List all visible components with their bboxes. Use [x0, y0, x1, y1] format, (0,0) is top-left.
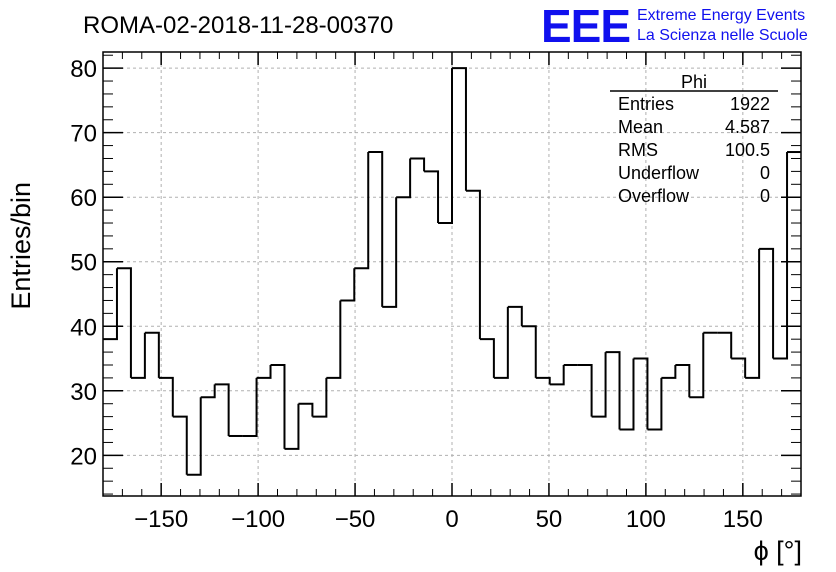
histogram-bin — [200, 384, 216, 399]
stats-box-name: Phi — [681, 72, 707, 92]
stats-mean-label: Mean — [618, 117, 663, 137]
y-tick-label: 70 — [70, 121, 97, 148]
y-tick-label: 80 — [70, 56, 97, 83]
histogram-bin — [130, 332, 146, 379]
tick-layer — [102, 52, 802, 496]
histogram-bin — [577, 363, 593, 417]
histogram-bin — [284, 403, 300, 450]
histogram-bin — [396, 158, 412, 199]
histogram-bin — [172, 415, 188, 475]
histogram-bin — [479, 338, 495, 378]
stats-overflow-value: 0 — [760, 186, 770, 206]
eee-logo: EEE Extreme Energy Events La Scienza nel… — [541, 0, 808, 52]
histogram-bin — [647, 377, 663, 431]
x-tick-label: 50 — [536, 506, 563, 533]
stats-underflow-label: Underflow — [618, 163, 700, 183]
histogram-bin — [256, 364, 272, 379]
histogram-bin — [689, 332, 705, 399]
histogram-bin — [493, 306, 509, 379]
x-tick-label: −100 — [231, 506, 285, 533]
histogram-bin — [717, 331, 733, 359]
stats-underflow-value: 0 — [760, 163, 770, 183]
stats-rms-label: RMS — [618, 140, 658, 160]
histogram-bin — [465, 189, 481, 340]
histogram-bin — [605, 351, 621, 430]
histogram-bin — [424, 170, 440, 224]
histogram-bin — [298, 402, 314, 417]
histogram-bin — [103, 268, 118, 341]
logo-line-1: Extreme Energy Events — [637, 7, 805, 24]
histogram-bin — [214, 383, 230, 436]
y-tick-label: 40 — [70, 314, 97, 341]
histogram-bin — [521, 325, 537, 378]
stats-entries-label: Entries — [618, 94, 674, 114]
histogram-bin — [438, 68, 453, 225]
histogram-bin — [619, 358, 635, 431]
x-tick-label: 0 — [445, 506, 458, 533]
histogram-bin — [661, 364, 677, 379]
chart-title: ROMA-02-2018-11-28-00370 — [83, 12, 393, 39]
x-tick-label: −150 — [134, 506, 188, 533]
histogram-bin — [270, 363, 286, 449]
y-axis-label: Entries/bin — [6, 182, 36, 310]
histogram-bin — [591, 352, 607, 418]
histogram-bin — [452, 67, 467, 191]
stats-mean-value: 4.587 — [725, 117, 770, 137]
histogram-bin — [326, 300, 342, 379]
histogram-bin — [158, 376, 174, 417]
x-tick-label: 150 — [723, 506, 763, 533]
x-axis-label: ϕ [°] — [754, 536, 802, 566]
histogram-bin — [116, 267, 132, 378]
y-tick-label: 30 — [70, 379, 97, 406]
histogram-bin — [549, 364, 565, 386]
histogram-bin — [759, 247, 775, 359]
histogram-bin — [186, 397, 202, 476]
logo-eee-text: EEE — [541, 0, 630, 52]
histogram-bin — [312, 377, 328, 418]
x-tick-label: −50 — [335, 506, 376, 533]
histogram-bin — [340, 268, 356, 302]
histogram-bin — [368, 151, 384, 307]
y-tick-label: 20 — [70, 443, 97, 470]
histogram-bin — [633, 357, 649, 430]
logo-line-2: La Scienza nelle Scuole — [637, 27, 808, 44]
y-tick-label: 60 — [70, 185, 97, 212]
histogram-bin — [144, 331, 160, 378]
x-tick-label: 100 — [626, 506, 666, 533]
histogram-layer — [103, 67, 801, 476]
tick-label-layer: −150 −100 −50 0 50 100 150 20 30 40 50 60 70 80 — [70, 56, 763, 533]
histogram-bin — [410, 157, 426, 172]
histogram-bin — [535, 376, 551, 385]
histogram-bin — [745, 248, 761, 379]
histogram-bin — [507, 305, 523, 327]
histogram-bin — [731, 357, 747, 378]
stats-rms-value: 100.5 — [725, 140, 770, 160]
stats-entries-value: 1922 — [730, 94, 770, 114]
y-tick-label: 50 — [70, 250, 97, 277]
histogram-bin — [675, 363, 691, 398]
stats-overflow-label: Overflow — [618, 186, 690, 206]
histogram-bin — [354, 152, 370, 270]
stats-box: Phi Entries 1922 Mean 4.587 RMS 100.5 Un… — [610, 72, 778, 206]
histogram-bin — [773, 152, 789, 360]
histogram-bin — [382, 197, 398, 308]
histogram-bin — [242, 377, 258, 437]
